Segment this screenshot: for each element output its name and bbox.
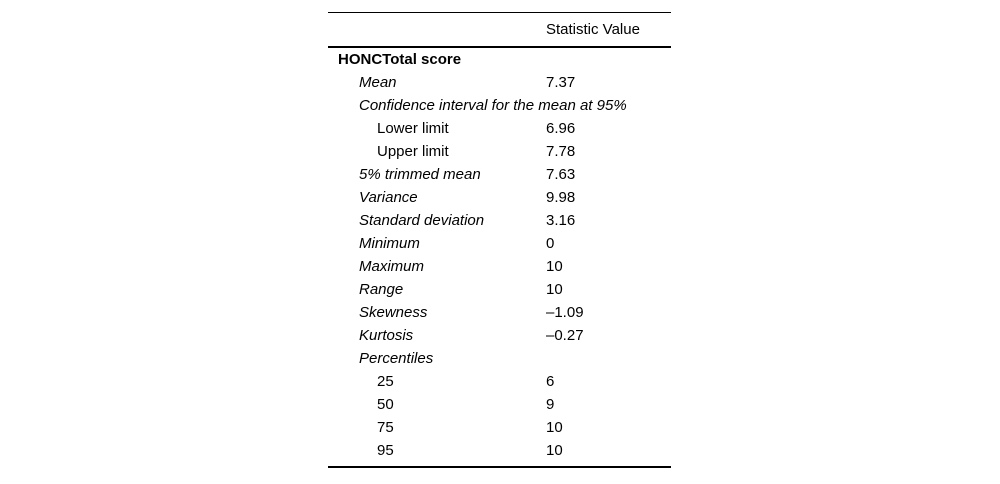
stat-label: 5% trimmed mean (359, 166, 481, 183)
table-top-rule (328, 12, 671, 13)
stat-label: Percentiles (359, 350, 434, 367)
stat-value: 9 (546, 396, 555, 413)
stat-label: HONCTotal score (338, 51, 462, 68)
table-row: Range 10 (328, 278, 671, 301)
table-row: Variance 9.98 (328, 186, 671, 209)
stat-label: Maximum (359, 258, 425, 275)
stat-label: Upper limit (377, 143, 449, 160)
table-row: Confidence interval for the mean at 95% (328, 94, 671, 117)
stat-value: –1.09 (546, 304, 584, 321)
table-row: Mean 7.37 (328, 71, 671, 94)
table-row: HONCTotal score (328, 48, 671, 71)
stat-label: Minimum (359, 235, 420, 252)
stat-value: 9.98 (546, 189, 576, 206)
stat-label: Mean (359, 74, 397, 91)
stat-value: –0.27 (546, 327, 584, 344)
stat-value: 10 (546, 281, 563, 298)
stat-value: 7.78 (546, 143, 576, 160)
stat-value: 7.37 (546, 74, 576, 91)
stat-label: 50 (377, 396, 394, 413)
stat-value: 6 (546, 373, 555, 390)
stat-label: Skewness (359, 304, 428, 321)
table-row: Skewness –1.09 (328, 301, 671, 324)
table-body: HONCTotal score Mean 7.37 Confidence interv… (328, 48, 671, 462)
stat-label: 95 (377, 442, 394, 459)
stat-label: 25 (377, 373, 394, 390)
statistic-value-column-header: Statistic Value (546, 21, 640, 38)
table-row: Percentiles (328, 347, 671, 370)
stat-value: 3.16 (546, 212, 576, 229)
table-row: Standard deviation 3.16 (328, 209, 671, 232)
stat-value: 10 (546, 258, 563, 275)
stat-label: Lower limit (377, 120, 449, 137)
table-row: Minimum 0 (328, 232, 671, 255)
table-row: 95 10 (328, 439, 671, 462)
table-row: 75 10 (328, 416, 671, 439)
stat-value: 10 (546, 419, 563, 436)
table-bottom-rule (328, 466, 671, 468)
stat-label: Confidence interval for the mean at 95% (359, 97, 627, 114)
stat-value: 7.63 (546, 166, 576, 183)
table-row: 25 6 (328, 370, 671, 393)
stat-label: Kurtosis (359, 327, 414, 344)
table-header-row: Statistic Value (328, 13, 671, 46)
stat-value: 10 (546, 442, 563, 459)
stat-value: 6.96 (546, 120, 576, 137)
table-row: Kurtosis –0.27 (328, 324, 671, 347)
table-row: Upper limit 7.78 (328, 140, 671, 163)
table-row: 5% trimmed mean 7.63 (328, 163, 671, 186)
stat-value: 0 (546, 235, 555, 252)
stat-label: Variance (359, 189, 418, 206)
table-row: Lower limit 6.96 (328, 117, 671, 140)
table-row: Maximum 10 (328, 255, 671, 278)
table-row: 50 9 (328, 393, 671, 416)
table-header-separator-rule (328, 46, 671, 48)
stat-label: Standard deviation (359, 212, 485, 229)
stat-label: Range (359, 281, 404, 298)
stat-label: 75 (377, 419, 394, 436)
descriptive-statistics-table: Statistic Value HONCTotal score Mean 7.37 C… (328, 12, 671, 468)
